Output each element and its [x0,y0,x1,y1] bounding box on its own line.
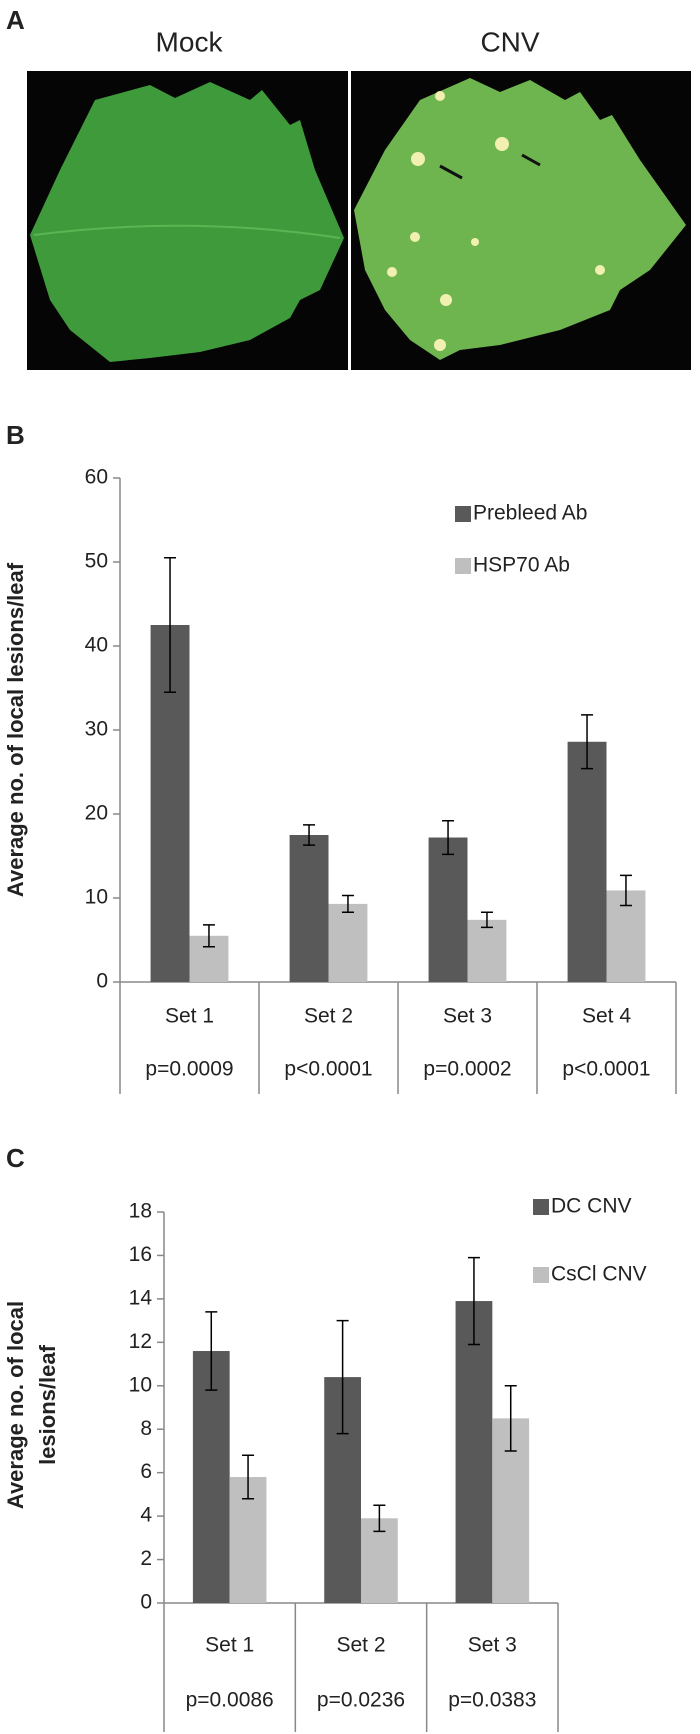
y-tick-label: 20 [85,802,108,825]
y-tick-label: 10 [85,886,108,909]
error-bar [205,1311,218,1391]
p-value: p<0.0001 [284,1058,372,1081]
x-tick-label: Set 2 [304,1005,353,1028]
bar [428,837,468,982]
x-tick-label: Set 4 [582,1005,631,1028]
y-tick-label: 0 [140,1591,152,1614]
y-tick-label: 16 [129,1243,152,1266]
legend-label: CsCl CNV [551,1263,647,1286]
y-tick-label: 14 [129,1286,153,1309]
y-tick-label: 40 [85,634,108,657]
error-bar [442,819,455,856]
error-bar [504,1385,517,1452]
legend-swatch [455,558,471,574]
error-bar [336,1319,349,1435]
panel-label: A [6,5,25,35]
legend-label: HSP70 Ab [473,554,570,577]
p-value: p=0.0002 [423,1058,511,1081]
legend-swatch [533,1199,549,1215]
error-bar [202,924,215,948]
y-tick-label: 50 [85,550,108,573]
leaf-vein [33,224,341,239]
y-tick-label: 8 [140,1417,152,1440]
leaf [354,78,686,360]
error-bar [581,714,594,770]
x-tick-label: Set 3 [468,1634,517,1657]
y-axis-label: lesions/leaf [35,1344,60,1465]
y-tick-label: 60 [85,466,108,489]
lesions [387,91,605,351]
p-value: p<0.0001 [562,1058,650,1081]
bar [567,741,607,982]
x-tick-label: Set 3 [443,1005,492,1028]
bar [467,919,507,982]
panel-label: C [6,1143,25,1173]
y-tick-label: 0 [96,970,108,993]
error-bar [164,557,177,693]
x-tick-label: Set 1 [205,1634,254,1657]
x-tick-label: Set 2 [336,1634,385,1657]
error-bar [619,874,632,907]
bar [328,903,368,982]
legend-swatch [455,506,471,522]
y-axis-label: Average no. of local lesions/leaf [3,562,28,897]
y-tick-label: 12 [129,1330,152,1353]
leaf [30,82,344,362]
legend-label: DC CNV [551,1195,632,1218]
legend-label: Prebleed Ab [473,502,587,525]
error-bar [242,1454,255,1500]
bar [361,1518,398,1603]
y-tick-label: 4 [140,1504,152,1527]
p-value: p=0.0086 [186,1689,274,1712]
y-axis-label: Average no. of local [3,1301,28,1509]
x-tick-label: Set 1 [165,1005,214,1028]
error-bar [303,824,316,846]
y-tick-label: 2 [140,1547,152,1570]
error-bar [373,1504,386,1533]
y-tick-label: 10 [129,1373,152,1396]
bar [289,835,329,982]
p-value: p=0.0383 [448,1689,536,1712]
y-tick-label: 30 [85,718,108,741]
error-bar [467,1256,480,1346]
legend-swatch [533,1267,549,1283]
arrows [439,153,541,180]
photo-label: Mock [156,26,224,57]
bar [192,1351,230,1603]
y-tick-label: 18 [129,1200,152,1223]
p-value: p=0.0009 [145,1058,233,1081]
error-bar [341,894,354,914]
photo-label: CNV [480,26,539,57]
bar [455,1301,493,1603]
p-value: p=0.0236 [317,1689,405,1712]
y-tick-label: 6 [140,1460,152,1483]
panel-label: B [6,420,25,450]
error-bar [480,911,493,929]
